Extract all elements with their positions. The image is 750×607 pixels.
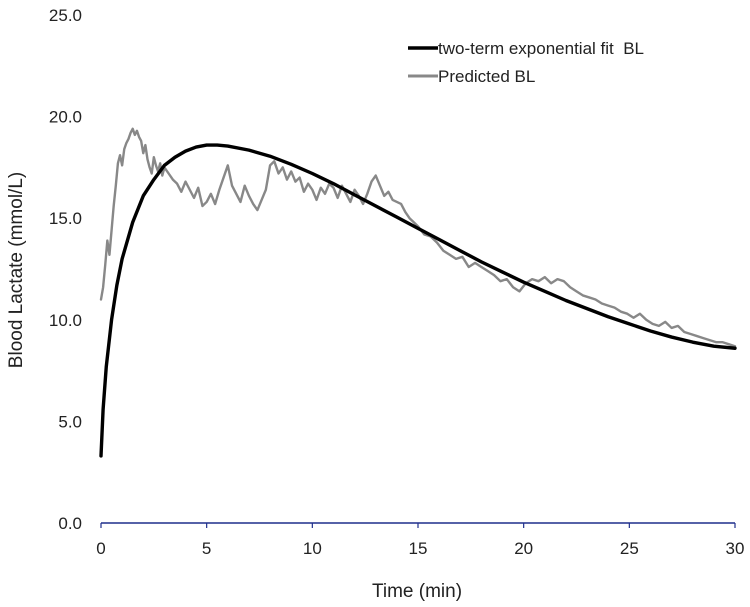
legend-label-predicted: Predicted BL [438, 67, 535, 86]
x-tick-label: 30 [726, 539, 745, 558]
series-line-predicted [99, 127, 737, 348]
x-tick-label: 20 [514, 539, 533, 558]
legend-label-fit: two-term exponential fit BL [438, 39, 644, 58]
legend: two-term exponential fit BL Predicted BL [408, 39, 644, 86]
x-tick-label: 10 [303, 539, 322, 558]
x-tick-label: 25 [620, 539, 639, 558]
y-tick-label: 15.0 [49, 209, 82, 228]
y-tick-label: 20.0 [49, 108, 82, 127]
y-tick-label: 5.0 [58, 412, 82, 431]
y-axis-title: Blood Lactate (mmol/L) [6, 172, 27, 368]
y-tick-label: 0.0 [58, 514, 82, 533]
x-tick-label: 5 [202, 539, 211, 558]
x-tick-label: 0 [96, 539, 105, 558]
axes [100, 522, 736, 528]
y-tick-label: 25.0 [49, 6, 82, 25]
x-axis-title: Time (min) [372, 581, 462, 602]
y-tick-label: 10.0 [49, 311, 82, 330]
tick-labels: 0 5 10 15 20 25 30 0.0 5.0 10.0 15.0 20.0 25.0 [49, 6, 745, 558]
series-line-fit [99, 143, 737, 458]
plot-area [99, 127, 737, 458]
x-tick-label: 15 [409, 539, 428, 558]
